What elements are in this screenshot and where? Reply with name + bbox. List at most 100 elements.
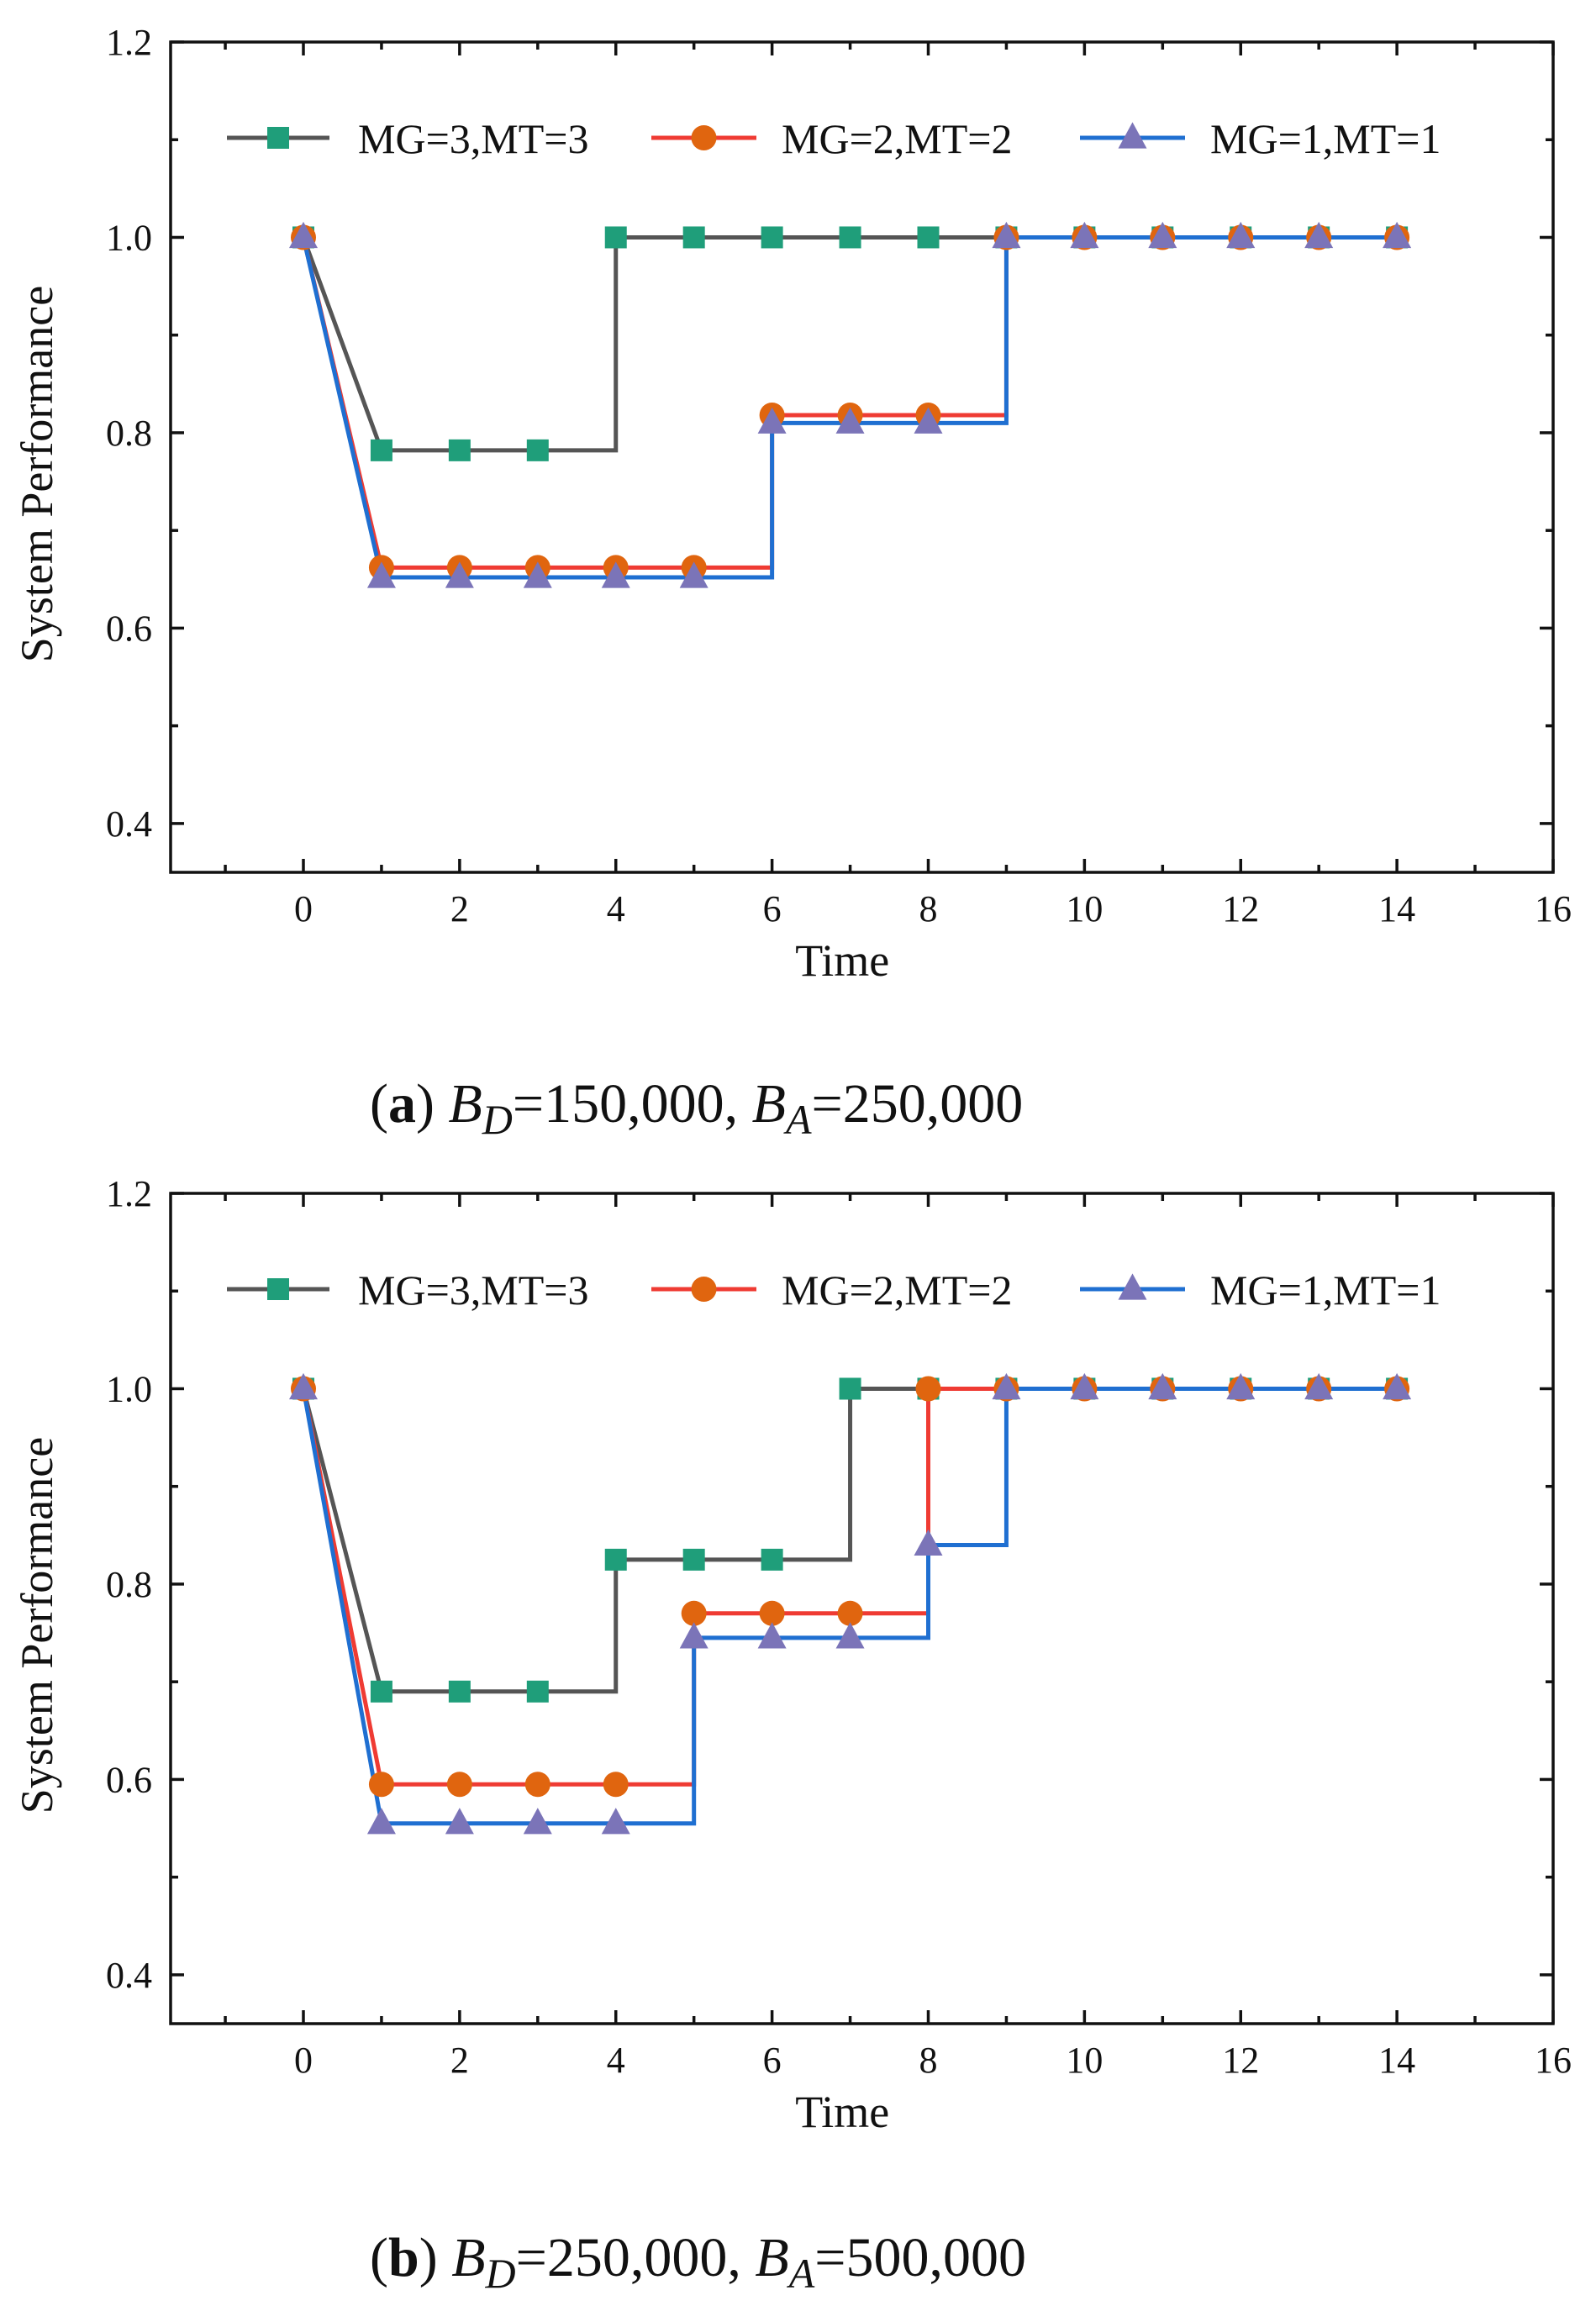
legend-label-1: MG=3,MT=3	[358, 115, 588, 162]
data-point-series-3	[835, 407, 865, 434]
x-tick-label: 2	[450, 888, 469, 929]
data-point-series-3	[601, 1808, 630, 1835]
y-tick-label: 0.8	[106, 1564, 152, 1605]
caption-part: D	[485, 2250, 516, 2297]
data-point-series-1	[839, 226, 861, 249]
caption-part: B	[448, 1073, 482, 1135]
data-point-series-3	[288, 221, 318, 249]
x-tick-label: 12	[1222, 2040, 1259, 2081]
data-point-series-3	[288, 1372, 318, 1400]
series-line-3	[301, 1386, 1398, 1826]
data-point-series-1	[604, 1548, 627, 1571]
data-point-series-3	[445, 1808, 474, 1835]
x-tick-label: 10	[1066, 2040, 1103, 2081]
y-tick-label: 0.4	[106, 803, 152, 845]
data-point-series-1	[682, 1548, 705, 1571]
panel-caption: (b) BD=250,000, BA=500,000	[370, 2227, 1026, 2297]
data-point-series-1	[839, 1377, 861, 1400]
data-point-series-1	[448, 439, 471, 461]
legend-marker-3	[1118, 1273, 1147, 1300]
legend-label-2: MG=2,MT=2	[782, 115, 1012, 162]
data-point-series-3	[992, 1372, 1021, 1400]
y-tick-label: 1.2	[106, 1173, 152, 1214]
caption-part: =250,000	[812, 1073, 1024, 1135]
data-point-series-3	[445, 561, 474, 588]
caption-part: B	[752, 1073, 786, 1135]
data-point-series-3	[1304, 221, 1334, 249]
data-point-series-2	[603, 1772, 629, 1798]
caption-part: A	[783, 1096, 812, 1143]
data-point-series-3	[366, 561, 396, 588]
y-axis-title: System Performance	[12, 286, 62, 662]
x-tick-label: 4	[607, 888, 625, 929]
y-tick-label: 0.4	[106, 1955, 152, 1996]
data-point-series-3	[835, 1622, 865, 1649]
panel-caption: (a) BD=150,000, BA=250,000	[370, 1073, 1023, 1143]
data-point-series-2	[368, 1772, 394, 1798]
data-point-series-3	[757, 1622, 787, 1649]
data-point-series-3	[366, 1808, 396, 1835]
data-point-series-3	[992, 221, 1021, 249]
data-point-series-1	[761, 226, 783, 249]
x-tick-label: 12	[1222, 888, 1259, 929]
data-point-series-1	[604, 226, 627, 249]
data-point-series-3	[1148, 1372, 1177, 1400]
x-axis-title: Time	[795, 935, 889, 986]
x-tick-label: 2	[450, 2040, 469, 2081]
data-point-series-3	[601, 561, 630, 588]
caption-part: A	[787, 2250, 815, 2297]
legend-label-3: MG=1,MT=1	[1210, 1266, 1441, 1314]
caption-part: b	[388, 2227, 419, 2288]
y-tick-label: 1.2	[106, 22, 152, 63]
y-tick-label: 1.0	[106, 217, 152, 258]
legend-label-1: MG=3,MT=3	[358, 1266, 588, 1314]
data-point-series-2	[915, 1376, 941, 1402]
x-tick-label: 8	[919, 2040, 937, 2081]
data-point-series-2	[759, 1600, 785, 1626]
data-point-series-3	[914, 407, 943, 434]
x-tick-label: 6	[763, 2040, 782, 2081]
data-point-series-3	[757, 407, 787, 434]
data-point-series-3	[1226, 1372, 1256, 1400]
x-tick-label: 14	[1378, 888, 1415, 929]
data-point-series-1	[370, 439, 392, 461]
data-point-series-1	[917, 226, 940, 249]
caption-part: B	[451, 2227, 485, 2288]
y-tick-label: 0.6	[106, 1759, 152, 1800]
x-tick-label: 6	[763, 888, 782, 929]
y-tick-label: 1.0	[106, 1368, 152, 1409]
data-point-series-2	[681, 1600, 707, 1626]
panel-b: 0 2 4 6 8 10 12 14 16 0.4 0.6 0.8 1.0 1.2 Time System P…	[12, 1173, 1572, 2297]
plot-frame	[169, 40, 1555, 874]
legend-marker-3	[1118, 122, 1147, 149]
data-point-series-1	[761, 1548, 783, 1571]
x-tick-label: 16	[1535, 888, 1572, 929]
y-tick-label: 0.8	[106, 413, 152, 454]
caption-part: D	[482, 1096, 513, 1143]
data-point-series-1	[526, 439, 549, 461]
data-point-series-3	[1383, 1372, 1412, 1400]
data-point-series-1	[448, 1680, 471, 1703]
x-tick-label: 16	[1535, 2040, 1572, 2081]
data-point-series-1	[682, 226, 705, 249]
panel-a: 0 2 4 6 8 10 12 14 16 0.4 0.6 0.8 1.0 1.2 Time System P…	[12, 22, 1572, 1143]
data-point-series-2	[446, 1772, 472, 1798]
caption-part: (	[370, 2227, 388, 2288]
data-point-series-3	[523, 1808, 552, 1835]
data-point-series-3	[523, 561, 552, 588]
x-tick-label: 4	[607, 2040, 625, 2081]
x-tick-label: 0	[294, 888, 313, 929]
caption-part: )	[416, 1073, 448, 1135]
x-tick-label: 14	[1378, 2040, 1415, 2081]
data-point-series-3	[1304, 1372, 1334, 1400]
caption-part: (	[370, 1073, 388, 1135]
plot-frame	[169, 1192, 1555, 2025]
data-point-series-3	[914, 1529, 943, 1556]
x-tick-label: 8	[919, 888, 937, 929]
data-point-series-1	[526, 1680, 549, 1703]
legend-label-3: MG=1,MT=1	[1210, 115, 1441, 162]
data-point-series-3	[1383, 221, 1412, 249]
data-point-series-3	[1226, 221, 1256, 249]
data-point-series-2	[837, 1600, 863, 1626]
data-point-series-3	[1070, 221, 1099, 249]
